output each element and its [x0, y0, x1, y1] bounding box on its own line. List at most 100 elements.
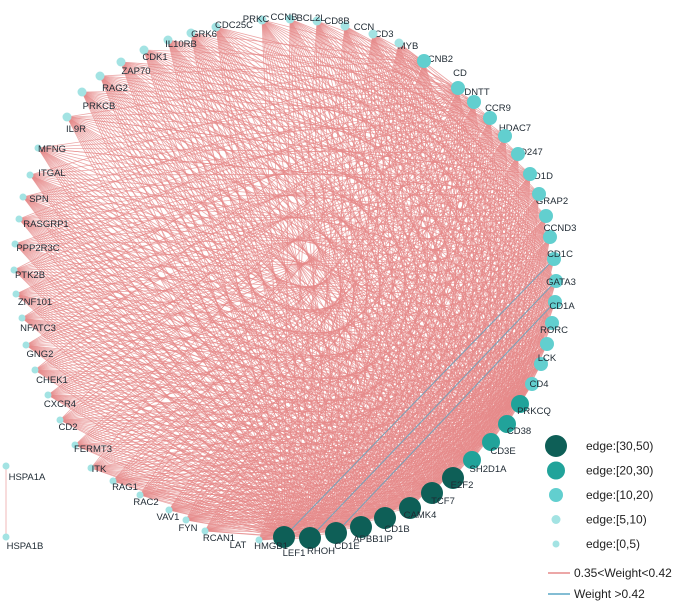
node-label: PRKCQ	[517, 406, 551, 417]
legend-label: edge:[10,20)	[586, 488, 653, 502]
edge-line	[21, 173, 531, 319]
edge-line	[47, 117, 491, 396]
edge-line	[74, 153, 519, 446]
edge-line	[18, 173, 531, 220]
legend-line-label: 0.35<Weight<0.42	[574, 566, 672, 580]
edge-line	[204, 117, 491, 532]
edge-line-high-weight	[283, 258, 555, 538]
edge-line-high-weight	[335, 301, 556, 534]
node-label: CAMK4	[404, 510, 437, 521]
node-cdc25c	[211, 22, 221, 32]
node-label: RAC2	[133, 497, 158, 508]
node-ccnb	[285, 14, 295, 24]
edge-line	[204, 403, 521, 532]
edge-line	[13, 101, 475, 271]
node-label: CD	[453, 68, 467, 79]
edge-line	[29, 174, 548, 345]
edge-line	[21, 317, 533, 385]
edge-line	[506, 173, 531, 425]
node-cd38	[511, 395, 529, 413]
edge-line	[190, 32, 531, 175]
edge-line	[112, 117, 491, 482]
edge-line	[21, 101, 475, 319]
edge-line	[204, 236, 551, 532]
node-cd3	[394, 38, 404, 48]
node-rag2	[95, 71, 105, 81]
edge-line	[59, 343, 548, 421]
edge-line	[204, 280, 557, 532]
edge-line	[258, 343, 548, 541]
edge-line	[25, 236, 551, 346]
node-cd1d	[532, 187, 546, 201]
node-cdk1	[139, 45, 149, 55]
edge-line	[74, 444, 473, 461]
edge-line	[90, 467, 386, 519]
edge-line	[15, 153, 519, 295]
edge-line	[59, 135, 506, 421]
node-label: HDAC7	[499, 123, 531, 134]
node-label: IL10RB	[165, 39, 197, 50]
edge-line	[74, 444, 337, 534]
edge-line	[90, 343, 548, 469]
edge-line	[59, 419, 492, 443]
node-label: FYN	[179, 523, 198, 534]
node-label: SPN	[29, 194, 49, 205]
node-hmgb1	[273, 526, 295, 548]
edge-line	[18, 218, 555, 260]
node-label: ITK	[92, 464, 107, 475]
node-cd3e	[498, 415, 516, 433]
edge-line	[99, 60, 425, 77]
legend-swatch	[552, 540, 560, 548]
node-label: CCNB2	[421, 54, 453, 65]
node-ccnb2	[451, 81, 465, 95]
node-label: GNG2	[27, 349, 54, 360]
edge-line	[258, 301, 556, 541]
edge-line	[59, 173, 531, 421]
node-cd1a	[548, 295, 562, 309]
node-lat	[255, 536, 263, 544]
node-gng2	[22, 341, 30, 349]
edge-line	[74, 117, 491, 446]
edge-line	[14, 243, 542, 365]
node-label: PTK2B	[15, 270, 45, 281]
edge-line	[74, 423, 508, 446]
edge-line	[14, 153, 519, 245]
edge-line	[204, 477, 454, 532]
edge-line	[215, 26, 454, 479]
edge-line	[29, 101, 475, 176]
node-rhoh	[325, 522, 347, 544]
edge-line	[14, 117, 491, 245]
node-cd1b	[399, 497, 421, 519]
node-lck	[540, 337, 554, 351]
edge-line	[22, 196, 542, 365]
edge-line	[13, 135, 506, 271]
edge-line	[47, 322, 553, 396]
node-zap70	[116, 57, 126, 67]
edge-line	[258, 532, 337, 541]
node-vav1	[165, 506, 173, 514]
edge-line	[25, 322, 553, 346]
edge-line	[168, 509, 386, 519]
node-label: CD4	[529, 379, 548, 390]
node-label: E2F2	[451, 480, 474, 491]
edge-line	[289, 18, 459, 89]
edge-line	[185, 403, 521, 521]
edge-line	[59, 419, 433, 494]
node-label: CDC25C	[215, 20, 253, 31]
edge-line-high-weight	[309, 280, 557, 539]
node-nfatc3	[18, 314, 26, 322]
edge-line	[185, 301, 556, 521]
edge-line	[139, 494, 386, 519]
node-label: CD247	[513, 147, 543, 158]
edge-line	[112, 423, 508, 482]
edge-line	[74, 280, 557, 446]
edge-line	[14, 193, 540, 245]
node-rac2	[136, 491, 144, 499]
edge-line	[139, 383, 533, 496]
edge-line	[74, 236, 551, 446]
node-fyn	[182, 516, 190, 524]
edge-line	[66, 116, 454, 479]
node-label: GRAP2	[536, 196, 568, 207]
node-hspa1b	[2, 533, 10, 541]
